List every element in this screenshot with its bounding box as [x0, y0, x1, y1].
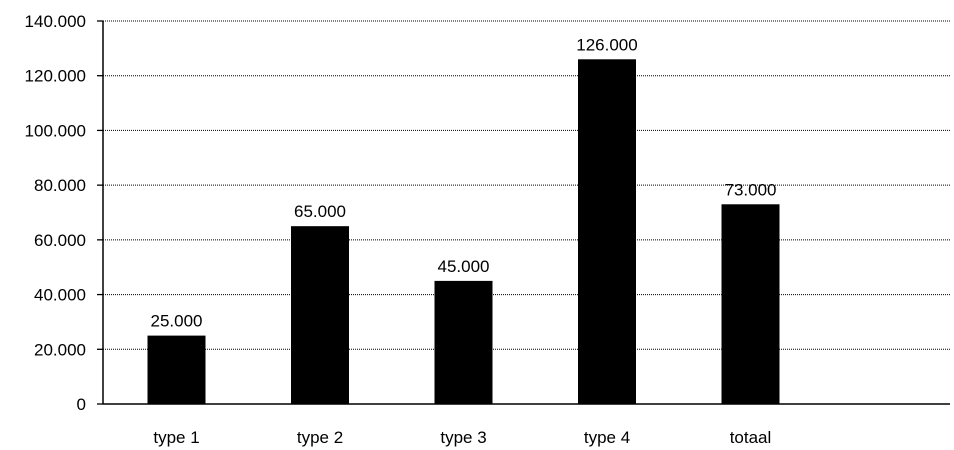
y-tick-label: 40.000: [34, 286, 86, 305]
y-tick-label: 140.000: [25, 12, 86, 31]
bar: [291, 226, 349, 404]
y-tick-label: 60.000: [34, 231, 86, 250]
x-tick-label: totaal: [730, 428, 772, 447]
x-tick-label: type 3: [440, 428, 486, 447]
bar: [578, 59, 636, 405]
gridlines: [103, 20, 950, 350]
data-label: 73.000: [725, 180, 777, 199]
axes: [97, 20, 950, 405]
labels: 0 20.000 40.000 60.000 80.000 100.000 120.000 1…: [25, 12, 777, 447]
x-tick-label: type 4: [584, 428, 630, 447]
x-tick-label: type 2: [297, 428, 343, 447]
data-label: 126.000: [576, 35, 637, 54]
bars: [147, 59, 780, 405]
y-tick-label: 80.000: [34, 176, 86, 195]
y-tick-label: 120.000: [25, 67, 86, 86]
data-label: 45.000: [438, 257, 490, 276]
y-tick-label: 20.000: [34, 340, 86, 359]
data-label: 25.000: [151, 312, 203, 331]
x-tick-label: type 1: [153, 428, 199, 447]
bar: [721, 204, 780, 404]
y-tick-label: 0: [77, 395, 86, 414]
bar: [147, 335, 206, 404]
y-tick-label: 100.000: [25, 121, 86, 140]
data-label: 65.000: [294, 202, 346, 221]
bar: [434, 280, 493, 404]
